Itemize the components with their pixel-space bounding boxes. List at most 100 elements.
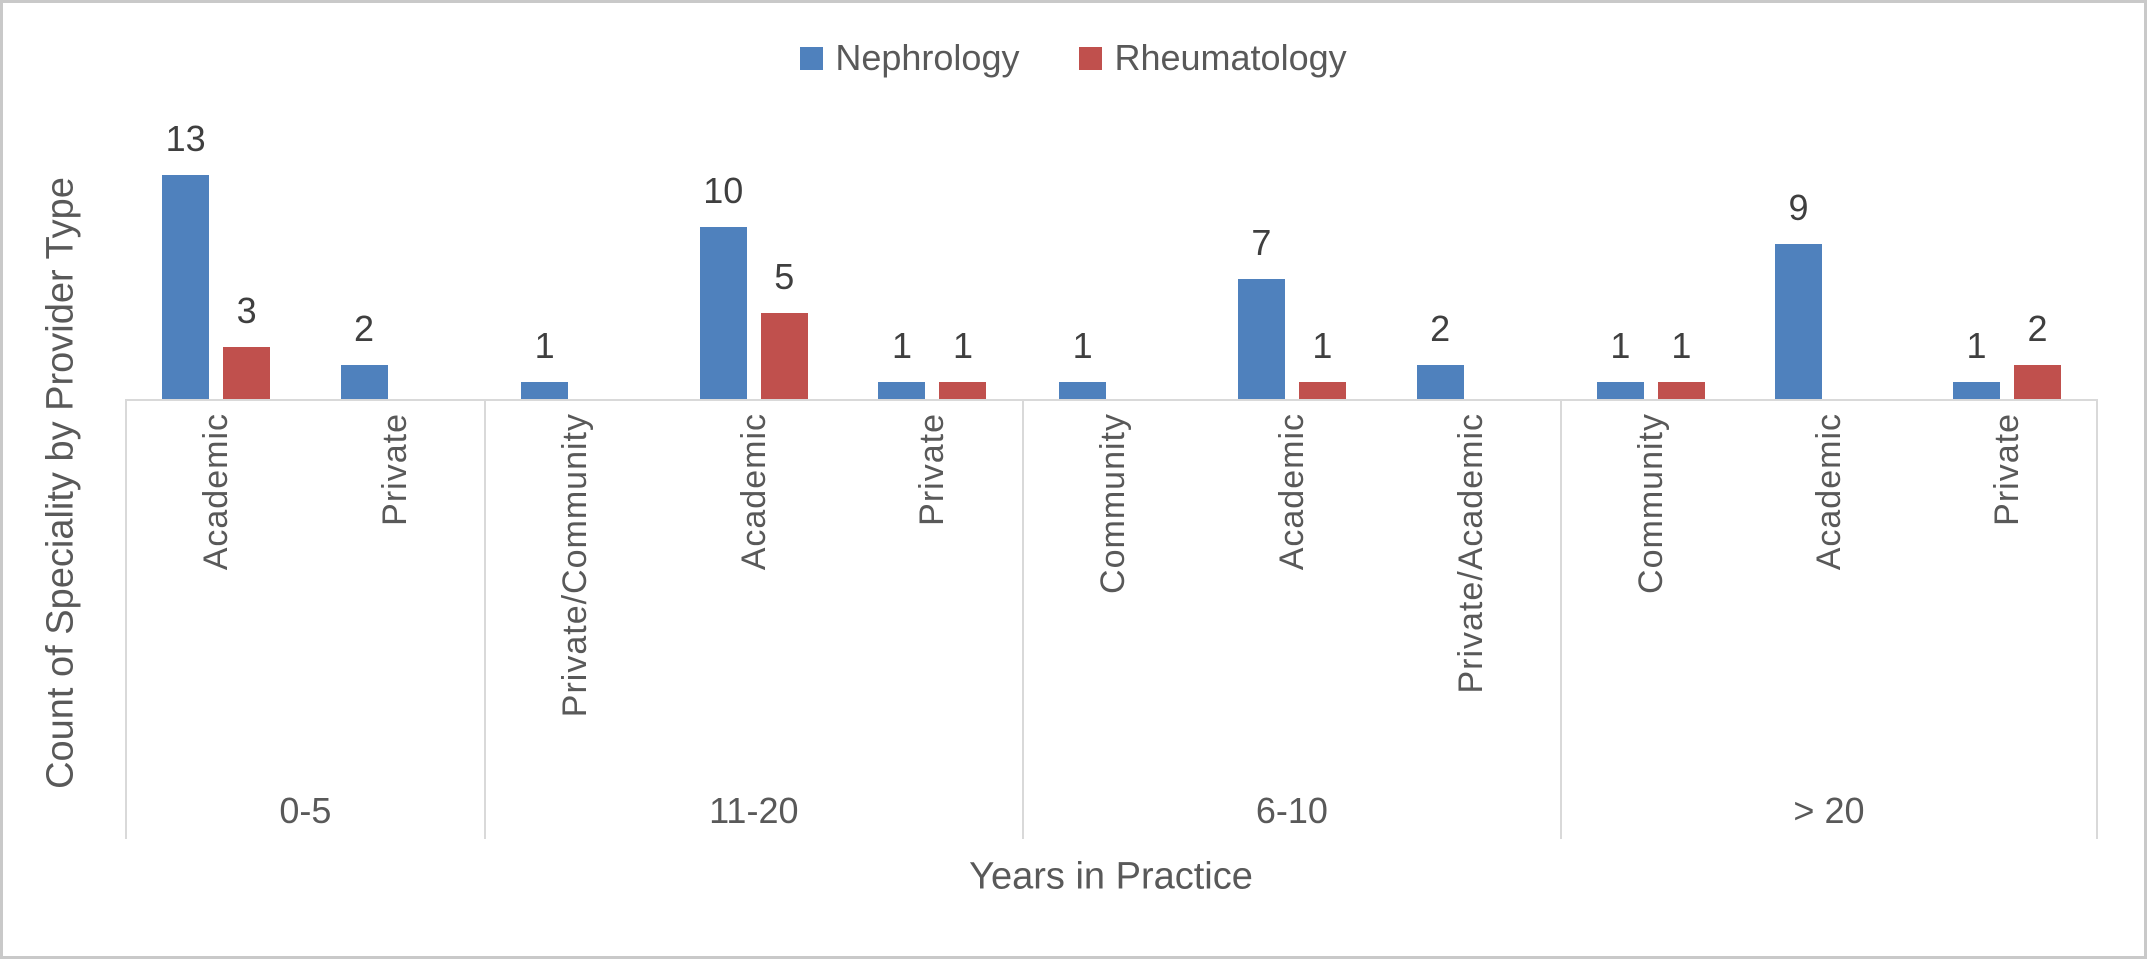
bar-holder: 1 <box>939 327 987 399</box>
plot-area: 13 3 2 Academic Private 0-5 1 10 5 1 1 Private/Comm… <box>125 99 2099 839</box>
bar-value-label: 1 <box>1312 324 1333 366</box>
bar-nephrology: 1 <box>1596 327 1644 399</box>
category-cell: Private/Academic <box>1381 399 1560 783</box>
bar-pair: 9 <box>1774 190 1883 399</box>
x-axis-line <box>125 399 2098 401</box>
bar-holder: 9 <box>1774 190 1822 399</box>
bar-holder: 1 <box>1657 327 1705 399</box>
category-cell: Community <box>1562 399 1740 783</box>
bar-slot: 1 <box>486 327 665 399</box>
bar-holder: 1 <box>1298 327 1346 399</box>
category-cell: Academic <box>1740 399 1918 783</box>
bar-pair: 1 <box>521 327 629 399</box>
bar-holder: 1 <box>1596 327 1644 399</box>
bar-rheumatology: 5 <box>760 259 808 399</box>
bar-rheumatology: 2 <box>2014 310 2061 399</box>
bar-holder: 1 <box>1953 327 2000 399</box>
bar-pair: 2 <box>340 310 449 399</box>
bar-value-label: 2 <box>1430 307 1451 349</box>
bar-pair: 13 3 <box>162 121 271 399</box>
category-group: 1 10 5 1 1 Private/Community Academic Private 11… <box>483 99 1022 839</box>
bar-value-label: 2 <box>354 307 375 349</box>
bars-row: 1 10 5 1 1 <box>484 99 1022 399</box>
group-label: > 20 <box>1559 783 2099 839</box>
bar-nephrology: 1 <box>878 327 926 399</box>
bar-nephrology: 2 <box>1416 310 1464 399</box>
category-label: Private <box>913 413 952 526</box>
bar-value-label: 1 <box>1610 324 1631 366</box>
bar-holder: 2 <box>340 310 388 399</box>
bar-holder: 1 <box>878 327 926 399</box>
bar-value-label: 7 <box>1251 221 1272 263</box>
category-cell: Academic <box>664 399 843 783</box>
legend-label-rheumatology: Rheumatology <box>1114 37 1347 78</box>
bar-value-label: 1 <box>1671 324 1692 366</box>
category-label: Community <box>1631 413 1670 594</box>
bar-rheumatology: 1 <box>1657 327 1705 399</box>
bar-holder: 3 <box>223 293 271 399</box>
bar-value-label: 3 <box>236 290 257 332</box>
bar-nephrology: 1 <box>521 327 569 399</box>
bar-slot: 2 <box>305 310 483 399</box>
y-axis-title: Count of Speciality by Provider Type <box>39 177 82 789</box>
bar-value-label: 1 <box>952 324 973 366</box>
bar-pair: 10 5 <box>699 173 808 399</box>
bar-nephrology: 13 <box>162 121 210 399</box>
legend-item-rheumatology: Rheumatology <box>1079 37 1347 79</box>
bar-rheumatology: 3 <box>223 293 271 399</box>
bar-nephrology: 10 <box>699 173 747 399</box>
category-label: Academic <box>734 413 773 571</box>
bar-value-label: 1 <box>1966 324 1987 366</box>
bar-holder: 13 <box>162 121 210 399</box>
bar-holder: 1 <box>521 327 569 399</box>
legend-label-nephrology: Nephrology <box>835 37 1020 78</box>
bar-slot: 2 <box>1381 310 1560 399</box>
x-axis-title: Years in Practice <box>969 855 1253 898</box>
bar-rheumatology: 1 <box>939 327 987 399</box>
bar-nephrology: 1 <box>1953 327 2000 399</box>
category-group: 13 3 2 Academic Private 0-5 <box>125 99 484 839</box>
bar-holder: 1 <box>1059 327 1107 399</box>
bar-value-label: 9 <box>1788 187 1809 229</box>
bar-value-label: 2 <box>2027 307 2048 349</box>
category-label-row: Community Academic Private/Academic <box>1021 399 1560 783</box>
category-label: Community <box>1094 413 1133 594</box>
category-label: Private <box>1988 413 2026 526</box>
bar-pair: 2 <box>1416 310 1525 399</box>
category-label: Academic <box>197 413 236 571</box>
bar-value-label: 5 <box>774 256 795 297</box>
category-cell: Community <box>1024 399 1203 783</box>
category-label: Private <box>375 413 414 526</box>
bar-slot: 1 <box>1024 327 1203 399</box>
bar-holder: 10 <box>699 173 747 399</box>
category-group: 1 7 1 2 Community Academic Private/Academic 6-1… <box>1021 99 1560 839</box>
bar-value-label: 1 <box>534 324 555 366</box>
category-cell: Private <box>843 399 1022 783</box>
bar-pair: 1 <box>1059 327 1167 399</box>
category-label: Private/Community <box>556 413 595 718</box>
bar-slot: 13 3 <box>127 121 305 399</box>
group-label: 0-5 <box>125 783 484 839</box>
category-label: Academic <box>1272 413 1311 571</box>
bar-slot: 10 5 <box>664 173 843 399</box>
category-label-row: Academic Private <box>125 399 484 783</box>
legend: Nephrology Rheumatology <box>3 33 2144 83</box>
legend-swatch-nephrology <box>800 46 824 70</box>
category-cell: Private <box>1918 399 2096 783</box>
legend-swatch-rheumatology <box>1079 46 1103 70</box>
bar-nephrology: 9 <box>1774 190 1822 399</box>
bar-holder: 2 <box>1416 310 1464 399</box>
legend-item-nephrology: Nephrology <box>800 37 1019 79</box>
bar-value-label: 1 <box>891 324 912 366</box>
